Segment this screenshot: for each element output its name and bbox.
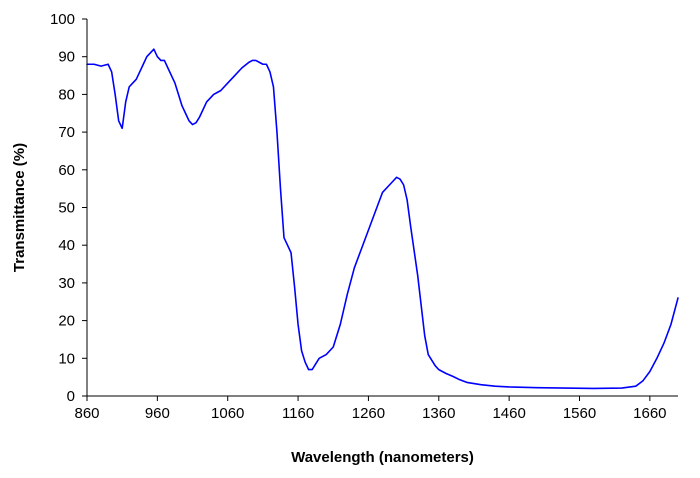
y-tick-label: 20 — [58, 313, 75, 330]
x-tick-label: 1260 — [352, 405, 385, 422]
x-tick-label: 960 — [145, 405, 170, 422]
y-tick-label: 30 — [58, 275, 75, 292]
y-axis-title: Transmittance (%) — [11, 143, 28, 272]
x-tick-label: 1160 — [282, 405, 314, 422]
x-tick-label: 1360 — [422, 405, 455, 422]
y-tick-label: 10 — [58, 350, 75, 367]
y-tick-group: 0 10 20 30 40 50 60 70 80 90 100 — [50, 11, 87, 405]
y-tick-label: 60 — [58, 162, 75, 179]
y-tick-label: 70 — [58, 124, 75, 141]
y-tick-label: 100 — [50, 11, 75, 28]
x-tick-label: 1460 — [492, 405, 525, 422]
plot-area — [86, 48, 679, 390]
x-tick-label: 1560 — [563, 405, 596, 422]
y-tick-label: 90 — [58, 49, 75, 66]
y-tick-label: 50 — [58, 200, 75, 217]
y-tick-label: 80 — [58, 86, 75, 103]
x-tick-group: 860 960 1060 1160 1260 1360 1460 1560 1660 — [74, 396, 667, 422]
y-tick-label: 40 — [58, 237, 75, 254]
series-line — [86, 48, 679, 390]
x-tick-label: 1060 — [211, 405, 244, 422]
x-axis-title: Wavelength (nanometers) — [291, 449, 474, 466]
axes — [86, 19, 678, 397]
x-tick-label: 1660 — [633, 405, 666, 422]
y-tick-label: 0 — [67, 388, 75, 405]
x-tick-label: 860 — [74, 405, 99, 422]
